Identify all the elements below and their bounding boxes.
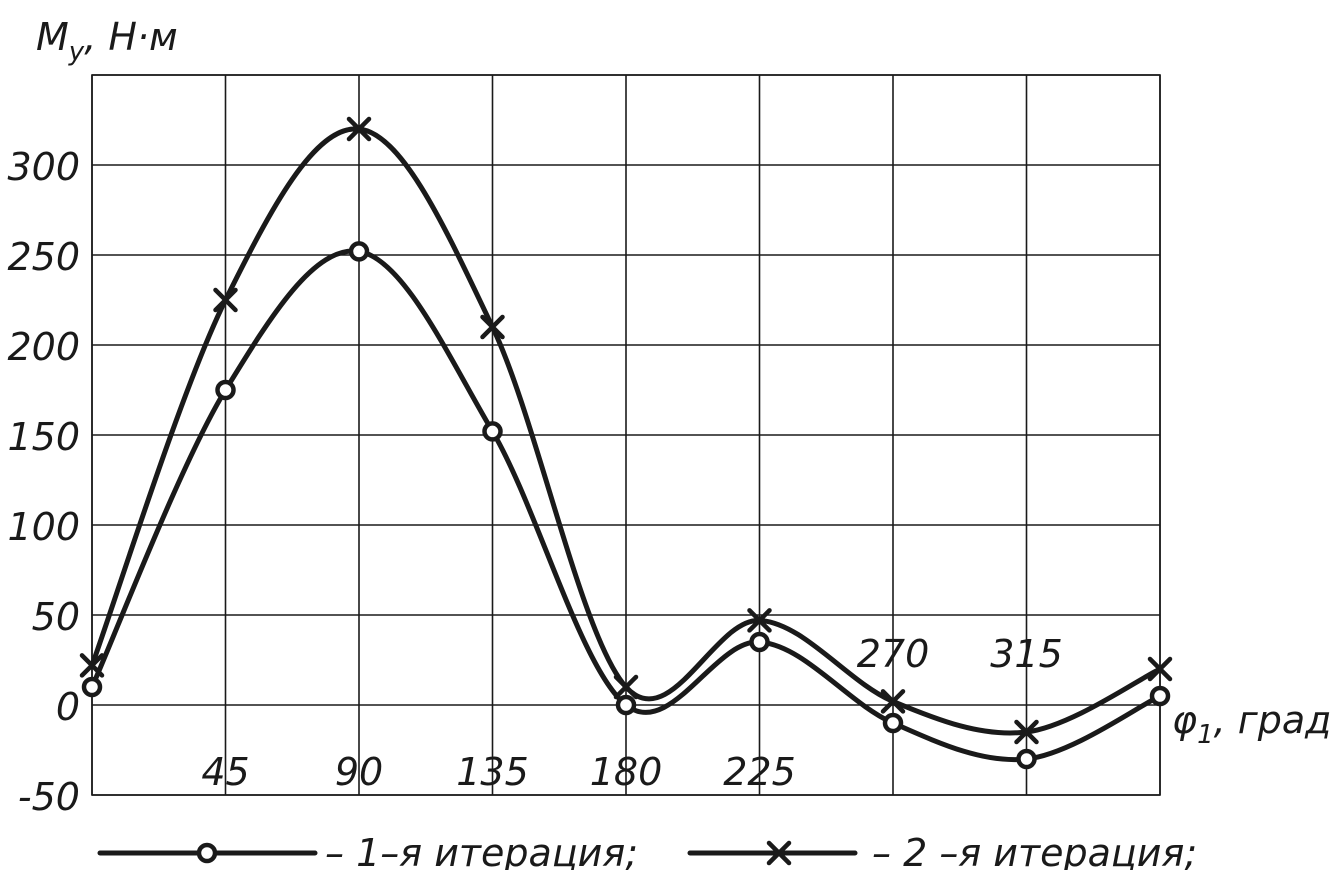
x-axis-label-rest: , град [1214, 698, 1332, 742]
y-axis-label-sub: y [68, 37, 85, 67]
x-tick-label: 45 [201, 750, 249, 794]
y-tick-label: -50 [18, 775, 80, 819]
series-lines [89, 126, 1163, 763]
legend-label-iteration-1: – 1–я итерация; [325, 831, 638, 870]
y-tick-label: 300 [7, 145, 80, 189]
x-tick-label: 90 [335, 750, 383, 794]
data-point-cross [480, 314, 505, 340]
data-point-cross [747, 608, 772, 633]
data-point-circle [1016, 748, 1037, 770]
legend-label-iteration-2: – 2 –я итерация; [872, 831, 1197, 870]
x-tick-label: 270 [857, 632, 930, 676]
data-point-circle [882, 712, 904, 734]
y-tick-label: 150 [7, 415, 80, 459]
x-tick-label: 180 [590, 750, 663, 794]
y-tick-label: 100 [7, 505, 80, 549]
data-point-cross [213, 287, 238, 313]
y-tick-labels: -50 0 50 100 150 200 250 300 [7, 145, 80, 819]
data-point-cross [613, 674, 639, 700]
series-markers [79, 116, 1173, 770]
y-axis-label: My, Н·м [36, 15, 178, 67]
y-tick-label: 250 [7, 235, 80, 279]
x-axis-label-main: φ [1172, 698, 1197, 742]
legend-marker-circle-icon [196, 842, 218, 864]
series-line-1 [89, 248, 1163, 763]
plot-frame [91, 74, 1161, 796]
x-axis-label: φ1, град [1172, 698, 1331, 750]
y-axis-label-main: M [36, 15, 69, 59]
x-tick-label: 135 [456, 750, 529, 794]
data-point-cross [880, 689, 906, 714]
data-point-circle [215, 379, 236, 401]
y-tick-label: 50 [32, 595, 80, 639]
series-line-2 [89, 126, 1163, 736]
data-point-circle [81, 676, 103, 698]
legend: – 1–я итерация; – 2 –я итерация; [97, 831, 1197, 870]
legend-marker-cross-icon [766, 840, 792, 866]
data-point-cross [79, 653, 105, 678]
data-point-circle [482, 421, 503, 442]
data-point-cross [1147, 656, 1173, 682]
x-tick-label: 225 [723, 750, 796, 794]
data-point-cross [1014, 719, 1039, 745]
data-point-cross [346, 116, 372, 142]
x-tick-labels: 45 90 135 180 225 270 315 [201, 632, 1062, 794]
data-point-circle [749, 631, 770, 653]
y-tick-label: 0 [56, 685, 80, 729]
y-axis-label-rest: , Н·м [84, 15, 177, 59]
x-axis-label-sub: 1 [1197, 720, 1214, 750]
data-point-circle [615, 694, 637, 716]
data-point-circle [1149, 685, 1171, 707]
y-tick-label: 200 [7, 325, 80, 369]
data-point-circle [348, 241, 370, 262]
x-tick-label: 315 [990, 632, 1063, 676]
